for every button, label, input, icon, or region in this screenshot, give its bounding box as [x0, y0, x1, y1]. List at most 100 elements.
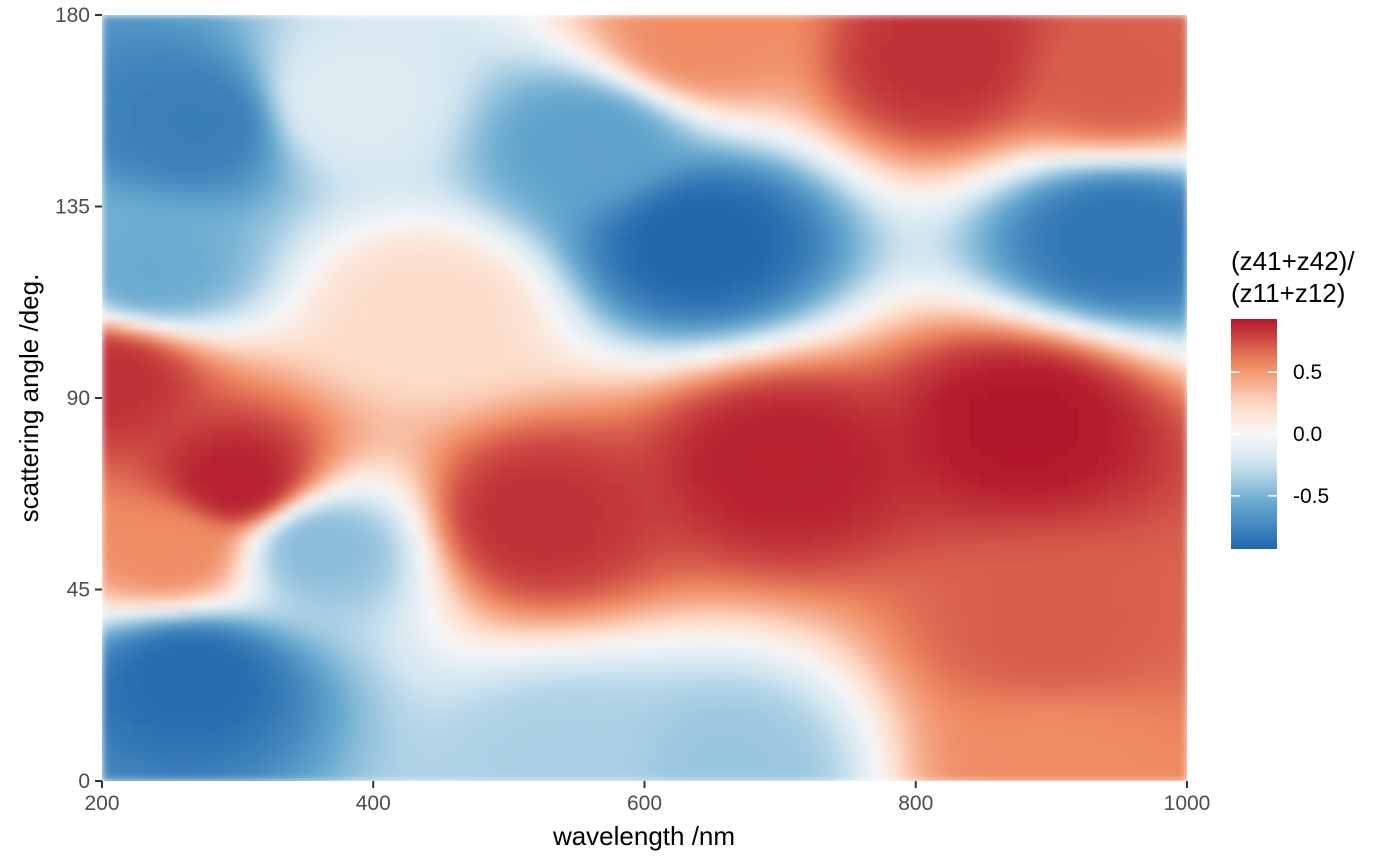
- heatmap-cell: [743, 350, 754, 361]
- heatmap-cell: [476, 608, 488, 619]
- heatmap-cell: [1058, 771, 1070, 781]
- heatmap-cell: [496, 646, 508, 658]
- heatmap-cell: [131, 723, 143, 734]
- heatmap-cell: [703, 742, 715, 753]
- heatmap-cell: [269, 378, 281, 390]
- heatmap-cell: [171, 761, 182, 773]
- heatmap-cell: [624, 685, 636, 696]
- heatmap-cell: [358, 627, 369, 638]
- heatmap-cell: [1167, 656, 1178, 667]
- heatmap-cell: [979, 637, 991, 648]
- heatmap-cell: [654, 474, 665, 485]
- heatmap-cell: [289, 350, 300, 361]
- heatmap-cell: [121, 541, 133, 552]
- heatmap-cell: [772, 407, 784, 418]
- heatmap-cell: [674, 608, 685, 619]
- heatmap-cell: [486, 455, 498, 466]
- heatmap-cell: [1167, 417, 1178, 428]
- heatmap-cell: [1048, 752, 1060, 763]
- heatmap-cell: [545, 675, 557, 686]
- heatmap-cell: [131, 465, 143, 476]
- heatmap-cell: [644, 407, 655, 418]
- heatmap-cell: [644, 560, 655, 571]
- heatmap-cell: [930, 579, 942, 591]
- heatmap-cell: [871, 541, 882, 552]
- heatmap-cell: [644, 522, 655, 533]
- heatmap-cell: [161, 761, 172, 773]
- heatmap-cell: [279, 350, 291, 361]
- heatmap-cell: [713, 493, 725, 504]
- heatmap-cell: [516, 474, 527, 485]
- heatmap-cell: [466, 599, 478, 610]
- heatmap-cell: [269, 570, 281, 581]
- heatmap-cell: [891, 455, 902, 466]
- heatmap-cell: [841, 378, 853, 390]
- heatmap-cell: [595, 627, 606, 638]
- heatmap-cell: [575, 675, 586, 686]
- heatmap-cell: [348, 503, 360, 514]
- heatmap-cell: [299, 493, 310, 504]
- heatmap-cell: [851, 704, 863, 715]
- heatmap-cell: [220, 484, 231, 495]
- heatmap-cell: [338, 436, 350, 447]
- heatmap-cell: [249, 445, 261, 457]
- heatmap-cell: [476, 551, 488, 562]
- heatmap-cell: [220, 627, 231, 638]
- heatmap-cell: [674, 407, 685, 418]
- heatmap-cell: [891, 637, 902, 648]
- heatmap-cell: [654, 493, 665, 504]
- heatmap-cell: [1039, 417, 1050, 428]
- heatmap-cell: [782, 512, 794, 524]
- heatmap-cell: [417, 704, 429, 715]
- heatmap-cell: [743, 599, 754, 610]
- heatmap-cell: [1039, 455, 1050, 466]
- heatmap-cell: [121, 436, 133, 447]
- heatmap-cell: [723, 752, 734, 763]
- heatmap-cell: [1147, 541, 1159, 552]
- heatmap-cell: [595, 455, 606, 466]
- heatmap-cell: [230, 742, 241, 753]
- heatmap-cell: [634, 618, 646, 629]
- heatmap-cell: [171, 608, 182, 619]
- heatmap-cell: [841, 484, 853, 495]
- heatmap-cell: [319, 656, 330, 667]
- heatmap-cell: [950, 455, 961, 466]
- heatmap-cell: [1147, 685, 1159, 696]
- heatmap-cell: [812, 522, 823, 533]
- heatmap-cell: [447, 388, 458, 399]
- heatmap-cell: [496, 742, 508, 753]
- heatmap-cell: [397, 541, 409, 552]
- heatmap-cell: [269, 551, 281, 562]
- heatmap-cell: [545, 761, 557, 773]
- heatmap-cell: [1117, 685, 1129, 696]
- heatmap-cell: [210, 723, 221, 734]
- heatmap-cell: [437, 723, 448, 734]
- heatmap-cell: [614, 761, 626, 773]
- heatmap-cell: [447, 694, 458, 705]
- heatmap-cell: [457, 656, 468, 667]
- heatmap-cell: [466, 445, 478, 457]
- heatmap-cell: [782, 599, 794, 610]
- heatmap-cell: [753, 388, 764, 399]
- heatmap-cell: [723, 522, 734, 533]
- heatmap-cell: [940, 398, 951, 409]
- heatmap-cell: [259, 713, 271, 725]
- heatmap-cell: [190, 417, 202, 428]
- heatmap-cell: [950, 560, 961, 571]
- heatmap-cell: [476, 618, 488, 629]
- heatmap-cell: [289, 579, 300, 591]
- heatmap-cell: [516, 484, 527, 495]
- heatmap-cell: [614, 465, 626, 476]
- heatmap-cell: [476, 742, 488, 753]
- heatmap-cell: [654, 761, 665, 773]
- heatmap-cell: [920, 713, 932, 725]
- heatmap-cell: [249, 484, 261, 495]
- heatmap-cell: [210, 713, 221, 725]
- heatmap-cell: [437, 589, 448, 600]
- heatmap-cell: [1039, 685, 1050, 696]
- heatmap-cell: [368, 388, 379, 399]
- heatmap-cell: [190, 733, 202, 744]
- heatmap-cell: [151, 589, 162, 600]
- heatmap-cell: [1068, 493, 1080, 504]
- heatmap-cell: [220, 646, 231, 658]
